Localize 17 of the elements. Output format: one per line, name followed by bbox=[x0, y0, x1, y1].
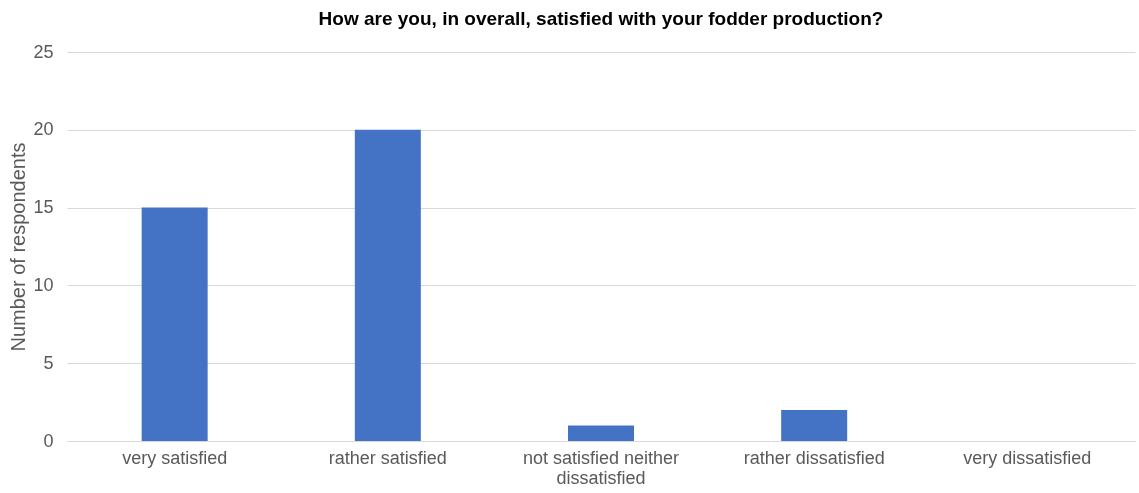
chart-title: How are you, in overall, satisfied with your fodder production? bbox=[318, 8, 884, 29]
bar bbox=[354, 129, 421, 441]
y-tick-label: 5 bbox=[43, 352, 54, 373]
bar bbox=[781, 409, 848, 441]
y-tick-label: 20 bbox=[33, 119, 54, 140]
y-tick-label: 15 bbox=[33, 197, 54, 218]
x-tick-label: not satisfied neither dissatisfied bbox=[522, 447, 680, 488]
y-tick-label: 10 bbox=[33, 274, 54, 295]
x-tick-label: rather dissatisfied bbox=[743, 447, 885, 468]
y-tick-label: 25 bbox=[33, 41, 54, 62]
x-tick-label: very satisfied bbox=[122, 447, 228, 468]
y-tick-label: 0 bbox=[43, 430, 54, 451]
x-tick-label: rather satisfied bbox=[328, 447, 447, 468]
bar bbox=[141, 207, 208, 441]
x-tick-label: very dissatisfied bbox=[963, 447, 1092, 468]
bar bbox=[568, 425, 634, 441]
y-axis-title: Number of respondents bbox=[7, 142, 30, 352]
